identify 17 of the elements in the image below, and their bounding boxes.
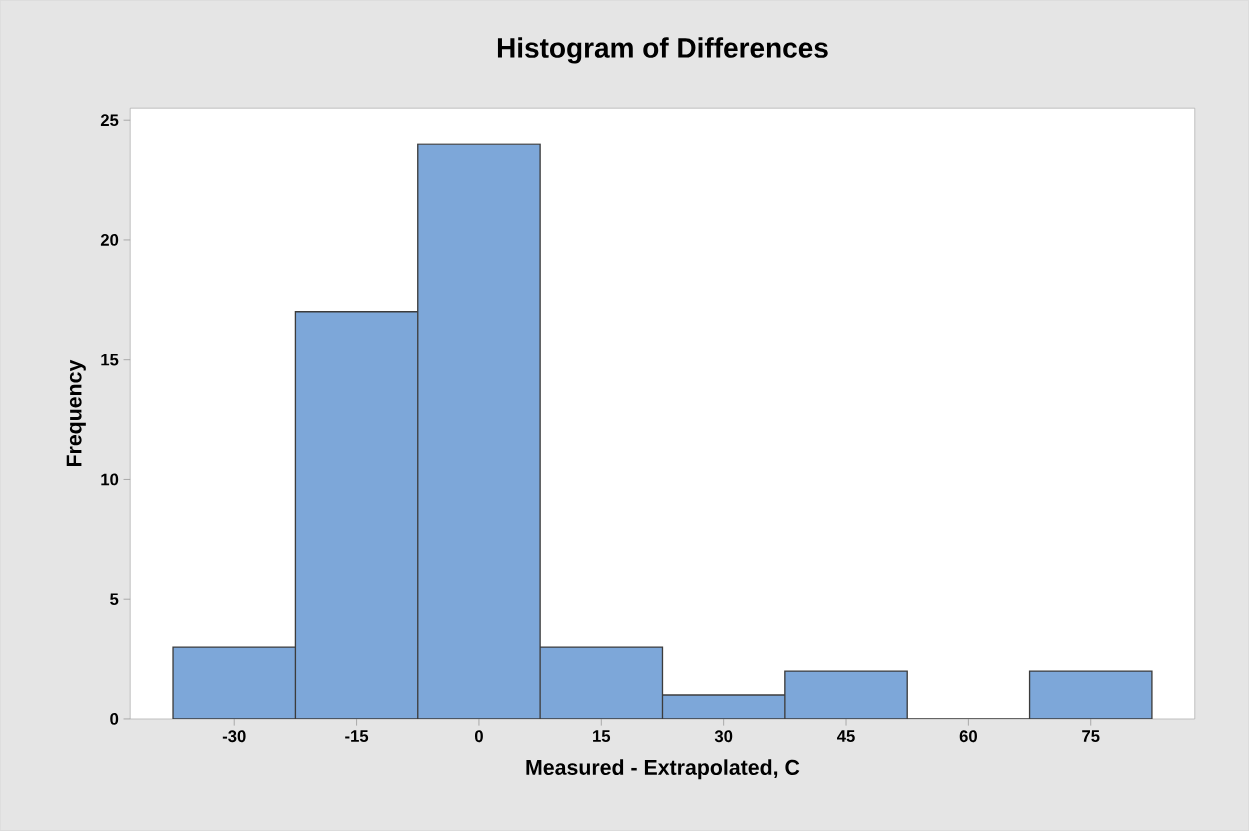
x-tick-label: 45 [837,730,855,742]
y-tick-label: 0 [110,712,119,725]
x-tick-label: 0 [474,730,483,743]
y-tick-label: 15 [101,353,119,366]
y-tick-label: 10 [101,473,119,486]
y-axis-title: Frequency [66,359,86,466]
x-tick-label: 30 [714,730,733,743]
x-tick-label: 15 [593,730,611,742]
y-tick-label: 20 [100,233,119,246]
y-tick-label: 25 [100,114,119,127]
x-tick-label: 75 [1082,730,1100,742]
chart-title: Histogram of Differences [497,37,828,64]
x-tick-label: -30 [222,730,246,743]
x-tick-label: -15 [345,730,369,742]
y-tick-label: 5 [110,593,119,605]
x-axis-title: Measured - Extrapolated, C [526,759,800,780]
x-tick-label: 60 [959,730,977,743]
